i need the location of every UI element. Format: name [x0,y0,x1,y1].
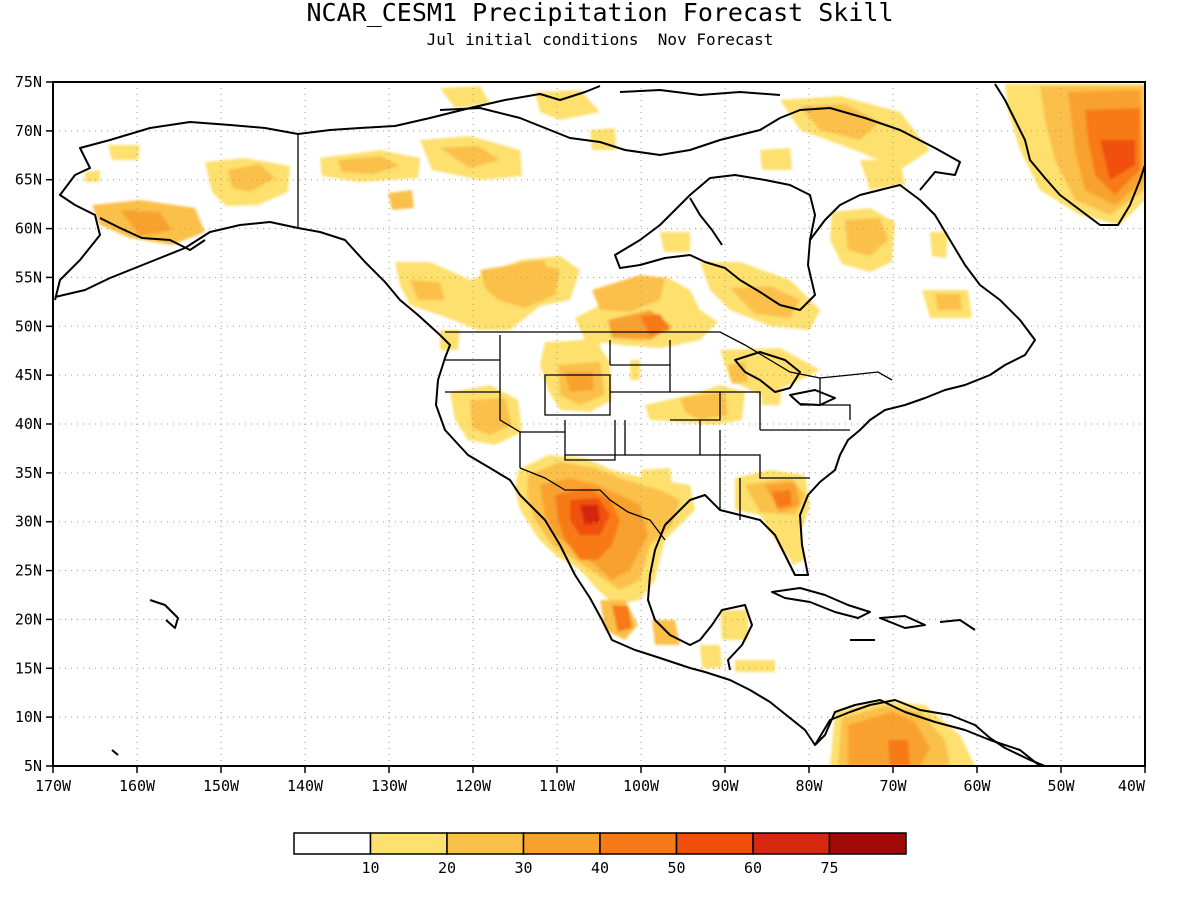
colorbar-label: 20 [438,859,456,877]
colorbar-label: 50 [667,859,685,877]
lat-label: 55N [15,268,42,286]
colorbar-label: 75 [820,859,838,877]
colorbar-swatch [675,832,754,855]
lat-label: 40N [15,415,42,433]
lon-label: 150W [203,777,240,795]
lon-label: 60W [963,777,991,795]
lon-label: 140W [287,777,324,795]
lat-lon-grid [53,82,1145,766]
lon-label: 70W [879,777,907,795]
skill-shading [85,84,1145,766]
colorbar-label: 40 [591,859,609,877]
map-plot-area [53,82,1145,766]
colorbar-swatch [293,832,372,855]
lat-label: 75N [15,73,42,91]
coastline-caribbean [771,587,871,619]
coastline-great-lakes [734,351,801,393]
lon-label: 120W [455,777,492,795]
lon-label: 50W [1047,777,1075,795]
political-borders [297,134,893,541]
lon-label: 130W [371,777,408,795]
colorbar-swatch [446,832,525,855]
lat-label: 35N [15,464,42,482]
lon-label: 40W [1118,777,1146,795]
lon-label: 80W [795,777,823,795]
lat-label: 30N [15,513,42,531]
lat-labels: 5N 10N 15N 20N 25N 30N 35N 40N 45N 50N 5… [15,73,42,775]
colorbar-swatch [369,832,448,855]
border-us-canada [445,331,893,381]
lat-label: 45N [15,366,42,384]
colorbar-swatch [522,832,601,855]
colorbar-swatch [599,832,678,855]
coastline-south-america [814,699,1046,766]
coastline-greenland [994,83,1145,226]
lat-label: 60N [15,220,42,238]
lon-labels: 170W 160W 150W 140W 130W 120W 110W 100W … [35,777,1146,795]
lat-label: 15N [15,659,42,677]
lat-label: 20N [15,610,42,628]
colorbar-label: 60 [744,859,762,877]
map-title: NCAR_CESM1 Precipitation Forecast Skill [307,0,894,27]
lat-label: 70N [15,122,42,140]
coastline-alaska [54,221,1041,766]
lon-label: 90W [711,777,739,795]
lon-label: 170W [35,777,72,795]
map-subtitle: Jul initial conditions Nov Forecast [427,30,774,49]
axis-ticks [46,81,1146,773]
lat-label: 50N [15,317,42,335]
colorbar-swatch [828,832,907,855]
colorbar-label: 10 [361,859,379,877]
colorbar: 10 20 30 40 50 60 75 [293,832,907,877]
lon-label: 100W [623,777,660,795]
lon-label: 110W [539,777,576,795]
coastline-hudson-bay [614,174,816,311]
lat-label: 25N [15,562,42,580]
lon-label: 160W [119,777,156,795]
coastlines [54,83,1145,766]
colorbar-swatch [752,832,831,855]
colorbar-label: 30 [514,859,532,877]
lat-label: 5N [24,757,42,775]
lat-label: 10N [15,708,42,726]
lat-label: 65N [15,171,42,189]
